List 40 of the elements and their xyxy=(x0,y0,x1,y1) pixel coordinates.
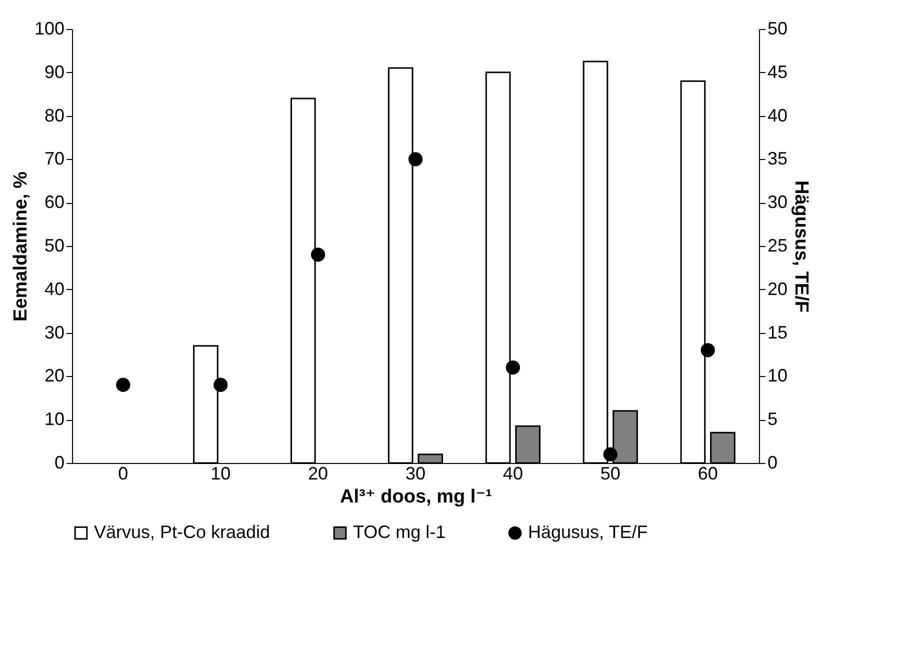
y2-tick-label: 5 xyxy=(768,409,778,430)
y2-tick-label: 15 xyxy=(768,322,788,342)
y2-tick-label: 50 xyxy=(768,18,788,38)
legend-label: Hägusus, TE/F xyxy=(528,522,648,542)
legend-label: TOC mg l-1 xyxy=(353,522,446,542)
x-axis-title: Al³⁺ doos, mg l⁻¹ xyxy=(340,486,492,508)
y-tick-label: 100 xyxy=(34,18,64,38)
x-tick-label: 10 xyxy=(210,464,231,484)
point xyxy=(603,447,618,462)
x-tick-label: 60 xyxy=(698,464,718,484)
y2-tick-label: 20 xyxy=(768,278,788,299)
y2-tick-label: 30 xyxy=(768,192,788,212)
y-tick-label: 80 xyxy=(44,105,64,126)
point xyxy=(408,152,423,166)
y2-tick-label: 40 xyxy=(768,105,788,126)
y-axis-title: Eemaldamine, % xyxy=(10,171,32,322)
y2-tick-label: 10 xyxy=(768,366,788,386)
y-tick-label: 30 xyxy=(44,322,64,342)
point xyxy=(116,378,130,392)
x-tick-label: 40 xyxy=(502,464,523,484)
y-tick-label: 20 xyxy=(44,366,64,386)
y2-tick-label: 25 xyxy=(768,236,788,256)
y-tick-label: 90 xyxy=(44,62,64,82)
y-tick-label: 50 xyxy=(44,236,64,256)
point xyxy=(310,248,326,262)
point xyxy=(700,343,715,358)
x-tick-label: 20 xyxy=(308,464,328,484)
x-tick-label: 30 xyxy=(405,464,426,484)
x-tick-label: 50 xyxy=(600,464,620,484)
y-tick-label: 40 xyxy=(44,278,64,299)
legend-label: Värvus, Pt-Co kraadid xyxy=(94,522,270,542)
y-tick-label: 60 xyxy=(44,192,64,212)
y-tick-label: 10 xyxy=(44,409,64,430)
y2-tick-label: 35 xyxy=(768,148,788,169)
y2-axis-title: Hägusus, TE/F xyxy=(790,180,812,312)
y-tick-label: 70 xyxy=(44,148,64,169)
point xyxy=(506,360,520,375)
point xyxy=(214,378,228,392)
x-tick-label: 0 xyxy=(118,464,128,484)
y2-tick-label: 45 xyxy=(768,62,788,82)
